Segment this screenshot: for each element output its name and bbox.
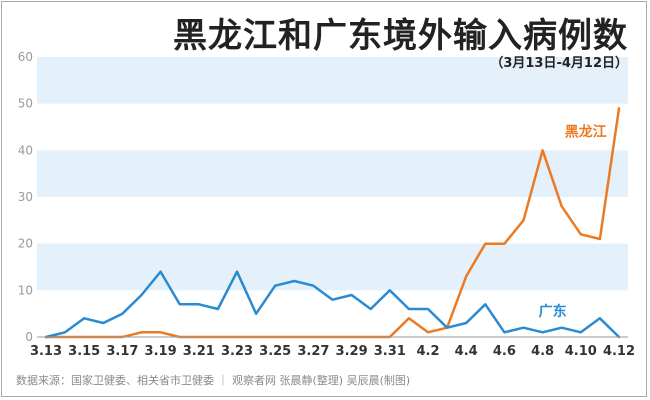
- chart-subtitle: （3月13日-4月12日）: [490, 56, 628, 71]
- x-axis-ticks: 3.13 3.15 3.17 3.19 3.21 3.23 3.25 3.27 3.29 3.31…: [30, 344, 635, 359]
- y-tick-label: 30: [18, 190, 33, 204]
- series-label-0: 黑龙江: [565, 123, 607, 140]
- x-tick-label: 3.15: [68, 344, 100, 359]
- x-tick-label: 4.8: [531, 344, 554, 359]
- x-tick-label: 3.23: [221, 344, 253, 359]
- x-tick-label: 3.17: [106, 344, 138, 359]
- y-tick-label: 60: [18, 50, 33, 64]
- x-tick-label: 3.13: [30, 344, 62, 359]
- chart-title: 黑龙江和广东境外输入病例数: [173, 16, 628, 56]
- x-tick-label: 3.27: [297, 344, 329, 359]
- y-tick-label: 20: [18, 237, 33, 251]
- x-tick-label: 3.29: [336, 344, 368, 359]
- x-tick-label: 3.25: [259, 344, 291, 359]
- x-tick-label: 3.19: [145, 344, 177, 359]
- y-axis-ticks: 0 10 20 30 40 50 60: [18, 50, 33, 344]
- series-label-1: 广东: [539, 303, 567, 320]
- x-tick-label: 4.4: [455, 344, 478, 359]
- y-tick-label: 0: [25, 330, 33, 344]
- x-tick-label: 3.21: [183, 344, 215, 359]
- data-source-note: 数据来源：国家卫健委、相关省市卫健委 ｜ 观察者网 张晨静(整理) 吴辰晨(制图…: [16, 374, 411, 387]
- y-tick-label: 40: [18, 143, 33, 157]
- x-tick-label: 3.31: [374, 344, 406, 359]
- grid-bands: [37, 57, 628, 291]
- series-line-1: [44, 270, 621, 339]
- y-tick-label: 10: [18, 283, 33, 297]
- series-lines: [44, 107, 621, 339]
- grid-band: [37, 243, 628, 291]
- x-tick-label: 4.6: [493, 344, 516, 359]
- grid-band: [37, 57, 628, 104]
- x-tick-label: 4.2: [416, 344, 439, 359]
- y-tick-label: 50: [18, 97, 33, 111]
- grid-band: [37, 150, 628, 197]
- x-tick-label: 4.12: [603, 344, 635, 359]
- x-tick-label: 4.10: [565, 344, 597, 359]
